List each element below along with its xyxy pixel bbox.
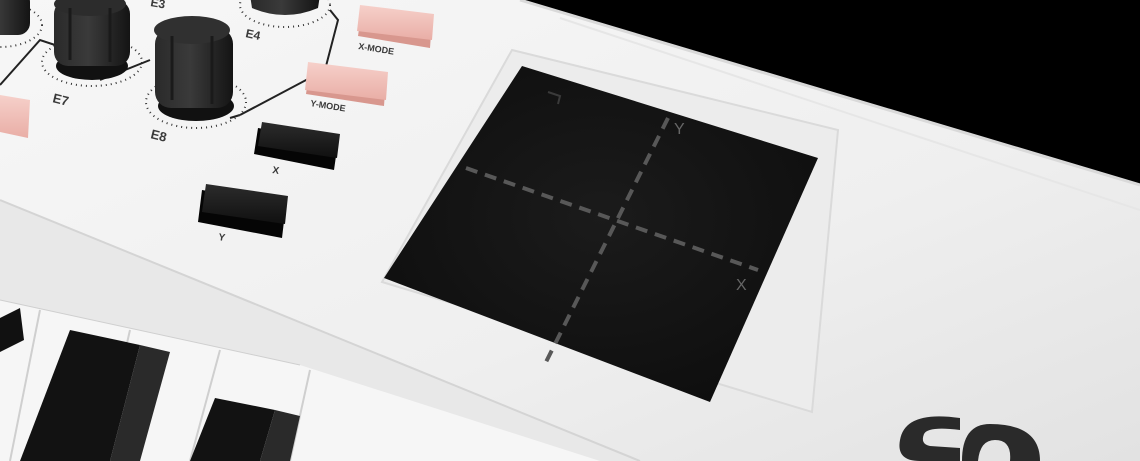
y-button[interactable] <box>198 184 288 238</box>
front-lip-edge <box>0 199 641 461</box>
xy-pad-axis-y-label: Y <box>674 121 685 138</box>
black-key[interactable] <box>190 398 275 461</box>
knob-label-e4: E4 <box>244 26 262 43</box>
knob-e8[interactable] <box>145 16 247 129</box>
y-mode-button[interactable] <box>305 62 388 106</box>
pink-button-partial[interactable] <box>0 95 30 138</box>
knob-label-e7: E7 <box>51 90 70 108</box>
brand-logo-partial <box>899 416 1040 461</box>
knob-label-e3: E3 <box>149 0 166 12</box>
xy-pad-axis-x-label: X <box>736 277 747 294</box>
body-bevel-line <box>559 17 1140 211</box>
pad-corner-mark <box>547 91 562 105</box>
x-button[interactable] <box>254 122 340 170</box>
knob-label-e8: E8 <box>149 126 168 144</box>
body-top-edge <box>519 0 1140 187</box>
x-mode-button[interactable] <box>357 5 434 48</box>
piano-keys <box>0 299 600 461</box>
x-button-label: X <box>272 165 281 177</box>
y-button-label: Y <box>218 232 227 244</box>
black-key[interactable] <box>0 308 24 352</box>
xy-pad[interactable] <box>384 66 818 402</box>
black-key[interactable] <box>20 330 140 461</box>
knob-e4[interactable] <box>239 0 331 28</box>
xy-pad-grid <box>465 117 759 363</box>
knob-e3[interactable] <box>0 0 43 48</box>
knob-e7[interactable] <box>41 0 143 87</box>
